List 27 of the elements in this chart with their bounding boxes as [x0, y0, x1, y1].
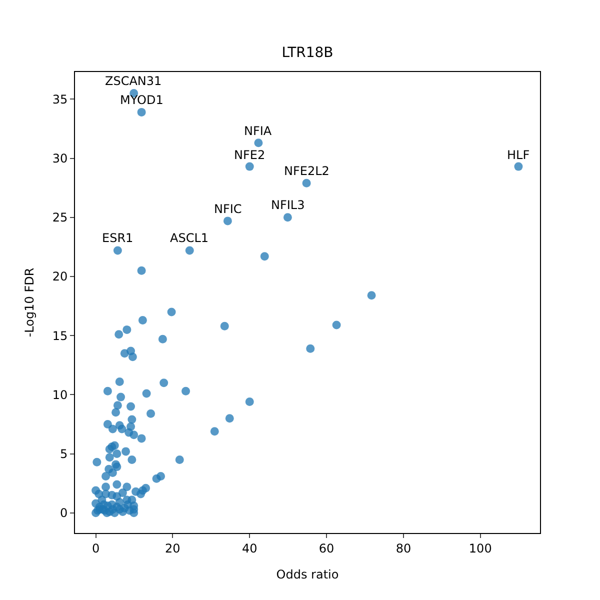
chart-title: LTR18B — [282, 45, 334, 61]
x-tick-label: 80 — [396, 541, 412, 556]
annotation: MYOD1 — [120, 93, 164, 107]
annotation: ESR1 — [102, 231, 134, 245]
y-tick-label: 15 — [52, 328, 68, 343]
y-tick-label: 25 — [52, 210, 68, 225]
x-tick-label: 60 — [318, 541, 334, 556]
y-tick-label: 5 — [60, 447, 68, 461]
y-tick-label: 20 — [52, 270, 68, 284]
annotation: NFIA — [244, 124, 272, 138]
annotation: HLF — [507, 148, 530, 162]
annotation: ASCL1 — [170, 231, 209, 245]
y-axis-title: -Log10 FDR — [22, 268, 37, 338]
x-tick-label: 100 — [468, 541, 492, 556]
annotation: NFE2L2 — [284, 164, 330, 178]
x-tick-label: 40 — [242, 541, 258, 556]
x-axis-title: Odds ratio — [276, 567, 339, 582]
annotation: NFIL3 — [271, 198, 305, 212]
annotation: NFIC — [214, 202, 242, 216]
y-tick-label: 10 — [52, 388, 68, 402]
x-tick-label: 20 — [165, 541, 180, 556]
y-tick-label: 30 — [52, 151, 68, 166]
annotation: NFE2 — [234, 148, 266, 162]
x-tick-label: 0 — [92, 541, 100, 556]
y-tick-label: 0 — [60, 506, 68, 520]
y-tick-label: 35 — [52, 92, 68, 106]
annotation: ZSCAN31 — [105, 74, 162, 88]
